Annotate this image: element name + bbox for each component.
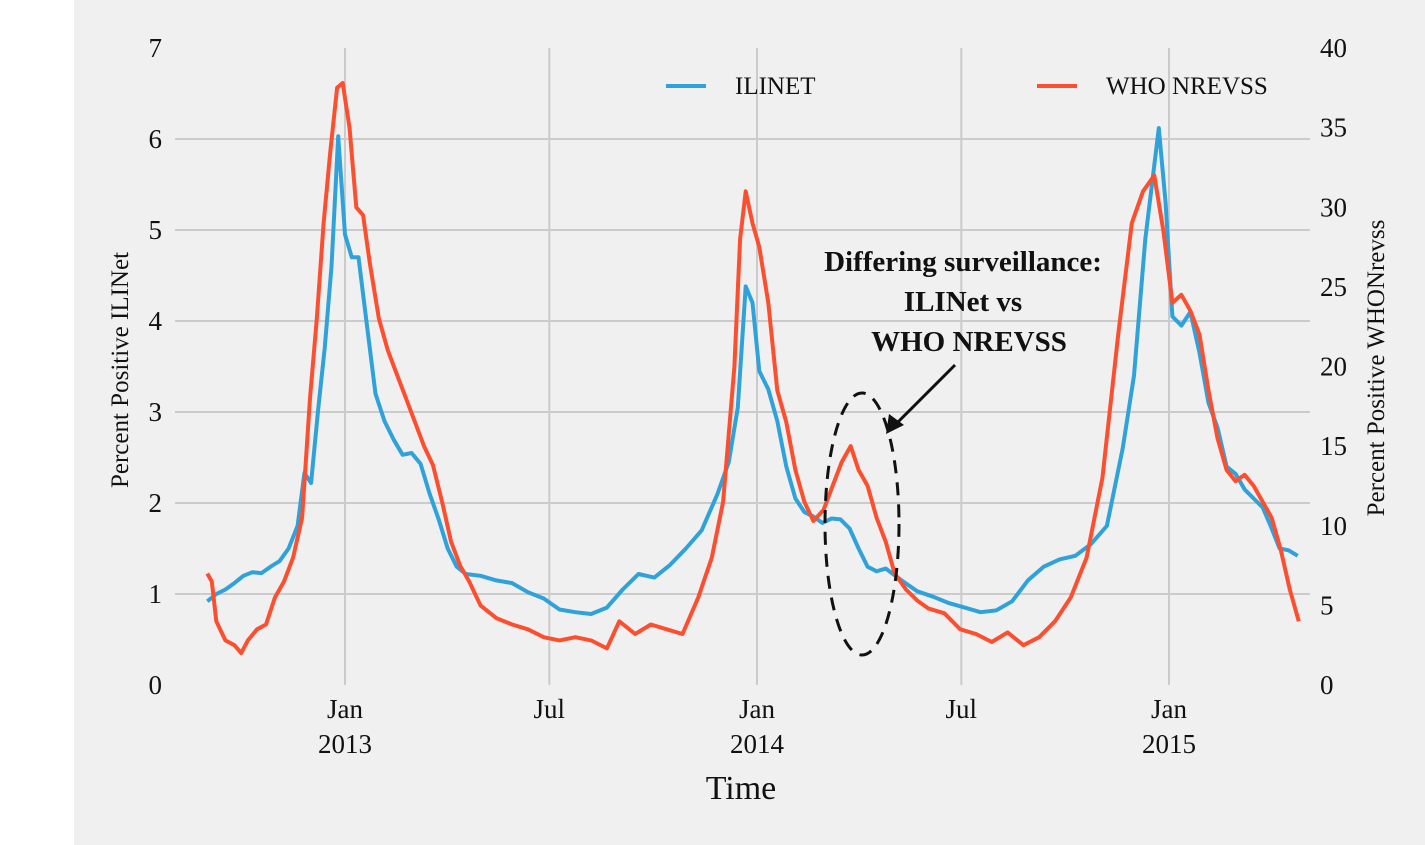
annotation: Differing surveillance: ILINet vs WHO NR…	[823, 246, 1102, 657]
legend: ILINET WHO NREVSS	[666, 73, 1268, 100]
x-ticks: Jan 2013 Jul Jan 2014 Jul Jan 2015	[318, 694, 1196, 759]
y-tick-label-left: 7	[149, 33, 163, 63]
series-line-ilinet	[206, 126, 1299, 616]
y-tick-label-left: 5	[149, 215, 163, 245]
x-axis-label: Time	[706, 770, 777, 807]
annotation-line-1: Differing surveillance:	[824, 246, 1102, 278]
x-tick-label-year: 2015	[1142, 729, 1196, 759]
y-tick-label-left: 4	[149, 306, 163, 336]
annotation-arrow-head	[886, 414, 904, 434]
y-tick-label-right: 5	[1320, 590, 1334, 620]
y-ticks-left: 0 1 2 3 4 5 6 7	[149, 33, 163, 700]
annotation-line-2: ILINet vs	[904, 286, 1022, 318]
y-tick-label-left: 0	[149, 670, 163, 700]
y-ticks-right: 0 5 10 15 20 25 30 35 40	[1320, 33, 1347, 700]
x-tick-label-month: Jul	[534, 694, 566, 724]
y-tick-label-left: 1	[149, 579, 163, 609]
y-tick-label-right: 10	[1320, 511, 1347, 541]
series-line-who-nrevss	[205, 81, 1301, 656]
y-tick-label-right: 0	[1320, 670, 1334, 700]
x-tick-label-month: Jul	[946, 694, 978, 724]
x-tick-label-year: 2013	[318, 729, 372, 759]
y-tick-label-right: 20	[1320, 352, 1347, 382]
y-tick-label-right: 30	[1320, 192, 1347, 222]
y-tick-label-left: 6	[149, 124, 163, 154]
grid	[175, 48, 1310, 685]
y-tick-label-right: 40	[1320, 33, 1347, 63]
y-axis-label-right: Percent Positive WHONrevss	[1363, 220, 1390, 517]
annotation-arrow-shaft	[890, 363, 957, 430]
y-tick-label-right: 35	[1320, 113, 1347, 143]
annotation-line-3: WHO NREVSS	[871, 326, 1067, 358]
x-tick-label-year: 2014	[730, 729, 785, 759]
y-tick-label-right: 25	[1320, 272, 1347, 302]
y-tick-label-left: 3	[149, 397, 163, 427]
y-tick-label-left: 2	[149, 488, 163, 518]
legend-label-who-nrevss: WHO NREVSS	[1106, 73, 1268, 100]
annotation-ellipse	[823, 391, 901, 657]
x-tick-label-month: Jan	[327, 694, 363, 724]
figure-background	[74, 0, 1425, 845]
x-tick-label-month: Jan	[1151, 694, 1187, 724]
y-axis-label-left: Percent Positive ILINet	[107, 252, 134, 488]
x-tick-label-month: Jan	[739, 694, 775, 724]
legend-label-ilinet: ILINET	[735, 73, 816, 100]
y-tick-label-right: 15	[1320, 431, 1347, 461]
